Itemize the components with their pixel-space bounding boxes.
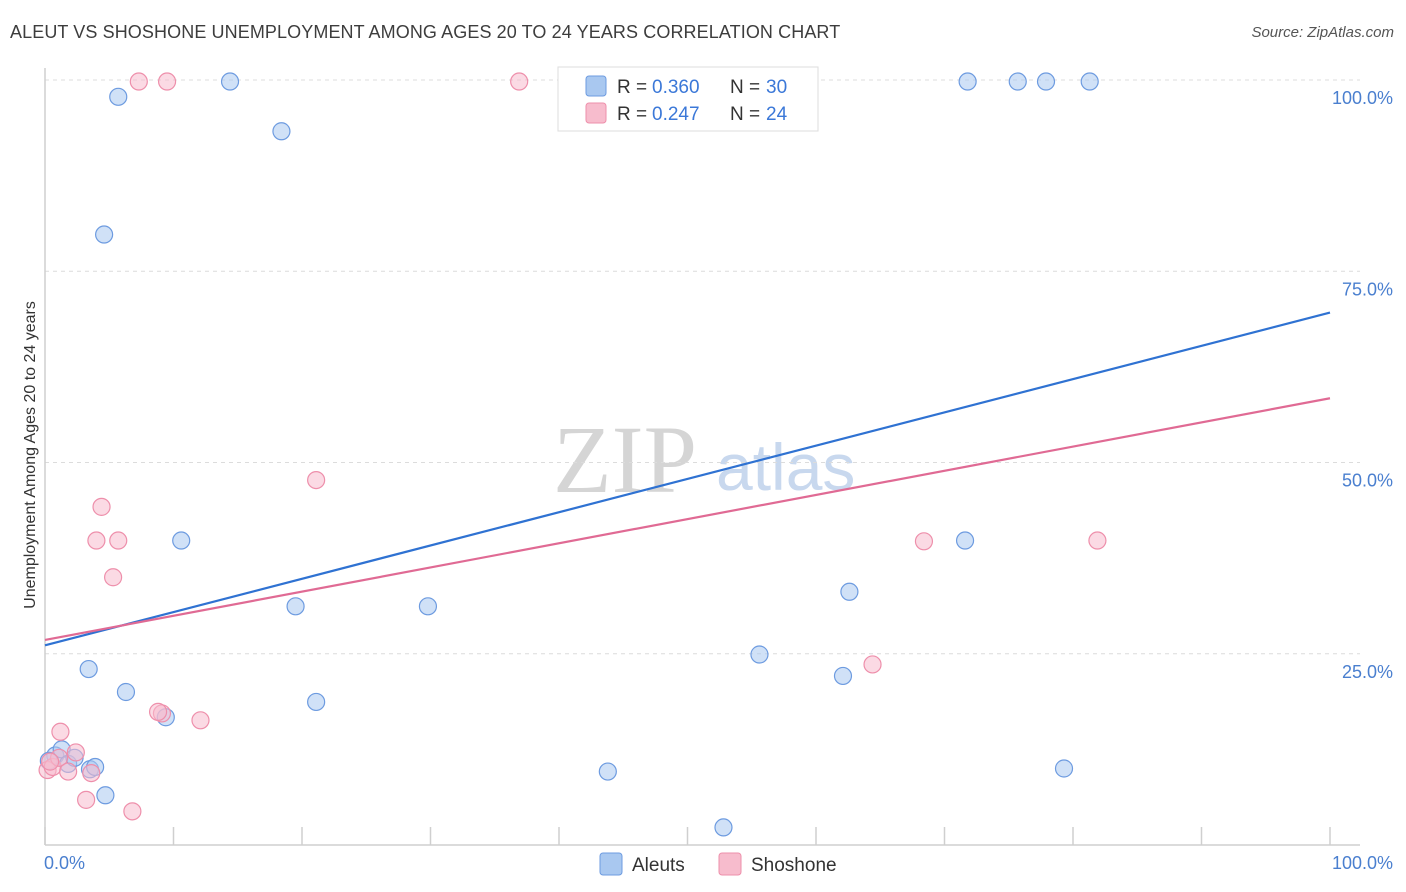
point-aleuts-17 — [418, 597, 438, 616]
source-credit: Source: ZipAtlas.com — [1251, 24, 1394, 41]
legend-n-label-aleuts: N = — [730, 77, 760, 98]
legend-r-value-shoshone: 0.247 — [652, 104, 700, 125]
legend-r-label-aleuts: R = — [617, 77, 647, 98]
point-aleuts-15 — [286, 597, 305, 616]
trend-line-shoshone — [44, 397, 1331, 642]
point-aleuts-5 — [79, 659, 98, 679]
y-axis-label: Unemployment Among Ages 20 to 24 years — [22, 301, 39, 609]
y-tick-label-3: 100.0% — [1332, 88, 1393, 108]
legend-swatch-aleuts-bottom — [599, 852, 623, 876]
point-shoshone-9 — [92, 497, 111, 516]
x-tick-labels: 0.0% 100.0% — [44, 853, 1393, 873]
y-tick-label-2: 75.0% — [1342, 279, 1393, 299]
point-aleuts-27 — [1054, 759, 1074, 778]
legend-n-value-shoshone: 24 — [766, 104, 788, 125]
point-shoshone-16 — [157, 72, 177, 91]
point-aleuts-20 — [750, 645, 769, 664]
series-legend: Aleuts Shoshone — [599, 852, 837, 876]
point-shoshone-12 — [123, 802, 142, 821]
axes — [44, 68, 1360, 846]
legend-label-aleuts: Aleuts — [632, 855, 685, 876]
point-aleuts-25 — [1008, 72, 1027, 91]
legend-r-value-aleuts: 0.360 — [652, 77, 700, 98]
legend-swatch-shoshone-bottom — [718, 852, 742, 876]
legend-n-value-aleuts: 30 — [766, 77, 787, 98]
point-shoshone-10 — [104, 568, 123, 587]
point-shoshone-19 — [510, 72, 529, 91]
point-aleuts-22 — [840, 582, 859, 601]
point-shoshone-17 — [191, 711, 210, 730]
watermark-zip: ZIP — [553, 406, 697, 513]
point-shoshone-11 — [109, 531, 128, 550]
point-shoshone-7 — [82, 763, 101, 783]
point-shoshone-4 — [59, 762, 78, 781]
point-shoshone-21 — [914, 532, 934, 551]
y-tick-labels: 25.0% 50.0% 75.0% 100.0% — [1332, 88, 1393, 682]
point-aleuts-24 — [958, 72, 977, 91]
point-aleuts-13 — [220, 72, 240, 91]
point-aleuts-10 — [116, 682, 136, 702]
legend-r-label-shoshone: R = — [617, 104, 647, 125]
point-shoshone-6 — [77, 790, 96, 809]
point-aleuts-23 — [955, 531, 975, 550]
y-tick-label-1: 50.0% — [1342, 471, 1393, 491]
legend-n-label-shoshone: N = — [730, 104, 760, 125]
trend-line-aleuts — [44, 311, 1331, 647]
point-aleuts-16 — [307, 692, 326, 712]
chart-title: ALEUT VS SHOSHONE UNEMPLOYMENT AMONG AGE… — [10, 22, 841, 42]
point-aleuts-14 — [272, 122, 291, 141]
point-aleuts-28 — [1080, 72, 1099, 91]
point-shoshone-23 — [41, 752, 60, 771]
point-shoshone-18 — [307, 470, 326, 490]
point-shoshone-5 — [66, 743, 85, 762]
point-shoshone-20 — [863, 655, 882, 674]
legend-swatch-aleuts — [585, 75, 607, 97]
legend-swatch-shoshone — [585, 102, 607, 124]
point-aleuts-7 — [95, 225, 114, 244]
correlation-legend: R = 0.360 N = 30 R = 0.247 N = 24 — [557, 66, 819, 132]
data-points — [38, 72, 1107, 837]
point-aleuts-26 — [1036, 72, 1056, 91]
point-shoshone-15 — [148, 702, 168, 721]
trend-lines — [44, 311, 1331, 647]
x-tick-label-1: 100.0% — [1332, 853, 1393, 873]
point-aleuts-21 — [833, 666, 853, 686]
point-aleuts-8 — [96, 786, 115, 805]
point-aleuts-19 — [714, 818, 733, 837]
point-shoshone-22 — [1088, 531, 1107, 550]
point-aleuts-12 — [172, 531, 191, 550]
y-tick-label-0: 25.0% — [1342, 662, 1393, 682]
point-shoshone-3 — [51, 722, 70, 741]
point-aleuts-18 — [598, 762, 617, 781]
legend-label-shoshone: Shoshone — [751, 855, 837, 876]
point-aleuts-9 — [109, 87, 128, 106]
point-shoshone-8 — [87, 531, 106, 550]
x-tick-label-0: 0.0% — [44, 853, 85, 873]
point-shoshone-13 — [129, 72, 148, 91]
gridlines — [45, 79, 1360, 655]
